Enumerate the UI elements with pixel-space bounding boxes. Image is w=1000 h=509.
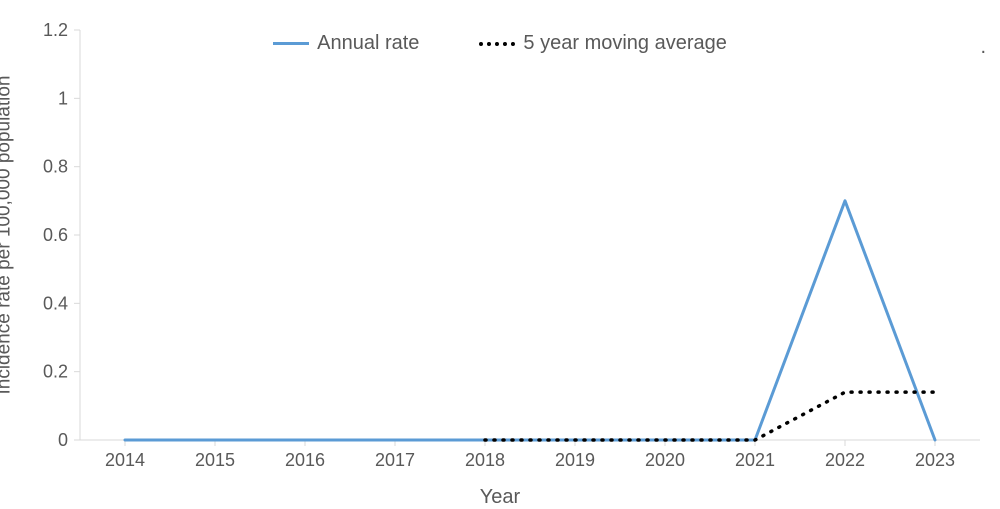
chart-svg: 00.20.40.60.811.220142015201620172018201…: [0, 0, 1000, 502]
legend: Annual rate 5 year moving average: [0, 32, 1000, 55]
y-axis-title: Incidence rate per 100,000 population: [0, 0, 20, 470]
svg-text:0.4: 0.4: [43, 293, 68, 313]
svg-text:0.6: 0.6: [43, 225, 68, 245]
svg-text:0.2: 0.2: [43, 362, 68, 382]
trailing-dot: .: [980, 36, 986, 59]
svg-text:0: 0: [58, 430, 68, 450]
legend-swatch-annual: [273, 42, 309, 45]
legend-swatch-avg: [479, 42, 515, 46]
svg-text:2022: 2022: [825, 450, 865, 470]
legend-item-avg: 5 year moving average: [479, 32, 726, 55]
svg-text:0.8: 0.8: [43, 157, 68, 177]
x-axis-title: Year: [0, 486, 1000, 509]
svg-text:2014: 2014: [105, 450, 145, 470]
svg-text:2016: 2016: [285, 450, 325, 470]
svg-text:2015: 2015: [195, 450, 235, 470]
legend-label-annual: Annual rate: [317, 32, 419, 55]
svg-text:2020: 2020: [645, 450, 685, 470]
svg-text:2019: 2019: [555, 450, 595, 470]
svg-text:2018: 2018: [465, 450, 505, 470]
svg-text:2017: 2017: [375, 450, 415, 470]
legend-item-annual: Annual rate: [273, 32, 419, 55]
svg-text:1: 1: [58, 88, 68, 108]
incidence-chart: Annual rate 5 year moving average . Inci…: [0, 0, 1000, 502]
svg-text:2021: 2021: [735, 450, 775, 470]
svg-text:2023: 2023: [915, 450, 955, 470]
legend-label-avg: 5 year moving average: [523, 32, 726, 55]
